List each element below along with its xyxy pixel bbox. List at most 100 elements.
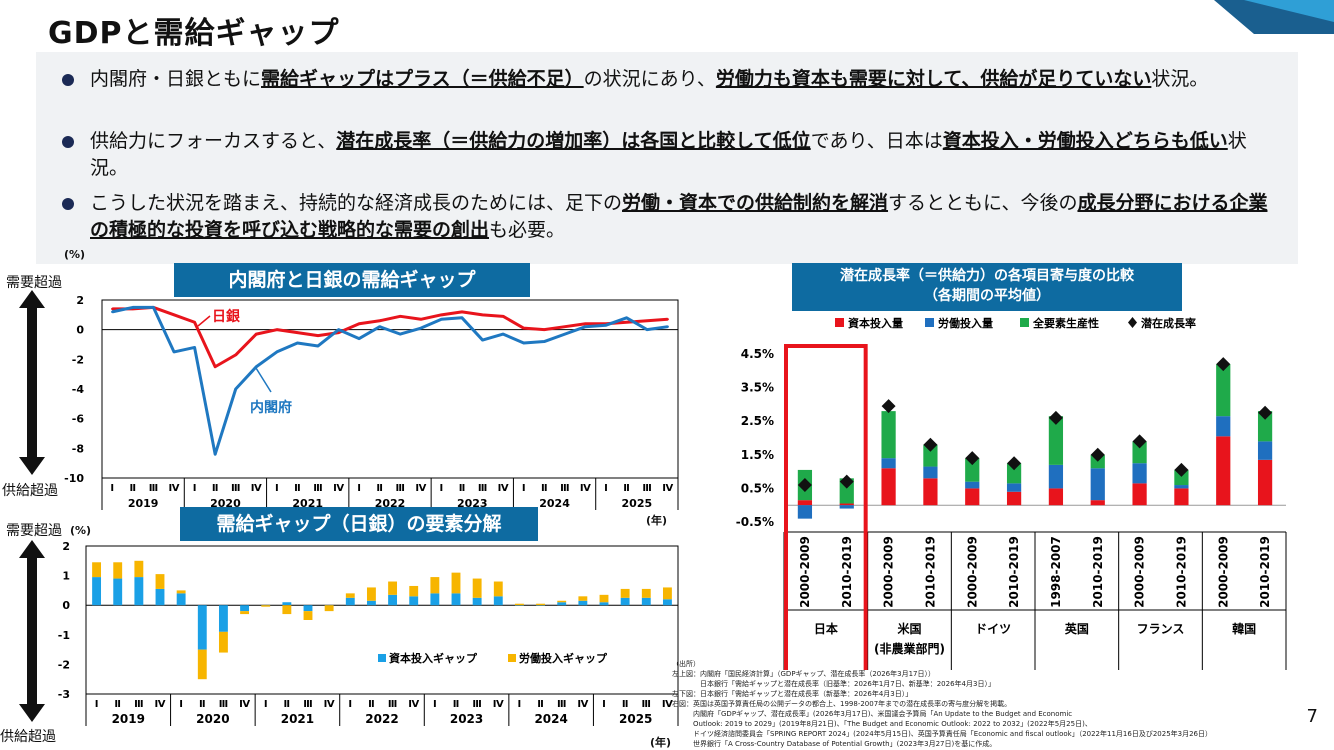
labor-gap-bar	[557, 600, 567, 603]
labor-gap-bar	[303, 611, 313, 620]
source-note-line: ドイツ経済諮問委員会「SPRING REPORT 2024」(2024年5月15…	[672, 730, 1213, 738]
labor-gap-bar	[536, 603, 546, 606]
period-tick-label: 2000-2009	[882, 536, 896, 608]
capital-bar	[1257, 459, 1273, 506]
quarter-tick-label: Ⅱ	[368, 699, 375, 710]
series-line-boj	[112, 305, 668, 369]
data-point	[460, 310, 464, 314]
capital-gap-bar	[599, 602, 609, 606]
data-point	[399, 332, 402, 336]
country-label: ドイツ	[975, 622, 1011, 636]
bullet-dot-icon	[62, 74, 74, 86]
year-tick-label: 2022	[365, 712, 398, 726]
quarter-tick-label: Ⅳ	[662, 699, 673, 710]
source-note-line: 左上図：内閣府「国民経済計算」（GDPギャップ、潜在成長率（2026年3月17日…	[672, 670, 935, 678]
quarter-tick-label: Ⅱ	[537, 699, 544, 710]
quarter-tick-label: Ⅲ	[557, 699, 566, 710]
year-tick-label: 2020	[196, 712, 229, 726]
capital-gap-bar	[641, 597, 651, 606]
quarter-tick-label: Ⅱ	[622, 699, 629, 710]
quarter-tick-label: Ⅳ	[239, 699, 250, 710]
y-tick-label: -1	[58, 629, 70, 642]
period-tick-label: 2010-2019	[840, 536, 854, 608]
y-tick-label: 1	[62, 570, 70, 583]
potential-growth-marker	[1216, 357, 1231, 372]
labor-gap-bar	[578, 596, 588, 601]
quarter-tick-label: Ⅲ	[219, 699, 228, 710]
potential-growth-marker	[1132, 434, 1147, 449]
labor-gap-bar	[134, 560, 144, 578]
labor-gap-bar	[641, 588, 651, 598]
capital-gap-bar	[282, 602, 292, 606]
y-tick-label: -0.5%	[736, 515, 774, 529]
data-point	[481, 313, 484, 317]
capital-bar	[839, 503, 854, 506]
quarter-tick-label: Ⅰ	[433, 699, 437, 710]
period-tick-label: 1998-2007	[1049, 536, 1063, 608]
quarter-tick-label: Ⅲ	[560, 483, 569, 494]
y-tick-label: 0	[76, 324, 84, 337]
quarter-tick-label: Ⅰ	[110, 483, 114, 494]
quarter-tick-label: Ⅳ	[498, 483, 509, 494]
tfp-bar	[923, 444, 938, 467]
labor-gap-bar	[599, 594, 609, 603]
supply-excess-label-2: 供給超過	[0, 729, 56, 745]
potential-growth-marker	[797, 478, 812, 493]
legend-diamond-icon	[1128, 317, 1137, 328]
bullet-segment: こうした状況を踏まえ、持続的な経済成長のためには、足下の	[90, 192, 623, 214]
country-label: 日本	[814, 621, 838, 636]
potential-growth-marker	[1007, 456, 1022, 471]
tfp-bar	[1257, 411, 1273, 442]
data-point	[111, 307, 114, 311]
legend-swatch-1	[925, 318, 934, 327]
potential-growth-marker	[1174, 462, 1189, 477]
double-arrow-icon	[19, 540, 45, 722]
data-point	[563, 332, 567, 336]
capital-bar	[1048, 488, 1064, 506]
capital-gap-bar	[662, 599, 672, 606]
quarter-tick-label: Ⅰ	[348, 699, 352, 710]
quarter-tick-label: Ⅰ	[179, 699, 183, 710]
chart2-xlabel: (年)	[650, 736, 672, 749]
quarter-tick-label: Ⅱ	[212, 483, 219, 494]
legend-swatch-labor-gap	[508, 654, 516, 662]
capital-gap-bar	[472, 597, 482, 606]
data-point	[645, 319, 649, 322]
data-point	[625, 321, 628, 324]
labor-gap-bar	[472, 578, 482, 598]
capital-gap-bar	[197, 605, 207, 650]
summary-bullet-3: こうした状況を踏まえ、持続的な経済成長のためには、足下の労働・資本での供給制約を…	[62, 190, 1272, 244]
data-point	[584, 322, 587, 325]
y-tick-label: -2	[72, 353, 84, 366]
source-note-line: 日本銀行「需給ギャップと潜在成長率（旧基準：2026年1月7日、新基準：2026…	[672, 680, 995, 688]
capital-gap-bar	[345, 597, 355, 606]
quarter-tick-label: Ⅲ	[642, 483, 651, 494]
quarter-tick-label: Ⅳ	[169, 483, 180, 494]
country-label: フランス	[1137, 622, 1185, 636]
capital-bar	[1006, 491, 1022, 506]
year-tick-label: 2024	[539, 497, 570, 510]
quarter-tick-label: Ⅱ	[376, 483, 383, 494]
year-tick-label: 2021	[281, 712, 314, 726]
quarter-tick-label: Ⅲ	[303, 699, 312, 710]
period-tick-label: 2000-2009	[965, 536, 979, 608]
data-point	[152, 306, 155, 309]
y-tick-label: -6	[72, 413, 85, 426]
quarter-tick-label: Ⅰ	[602, 699, 606, 710]
y-tick-label: -10	[64, 472, 84, 485]
data-point	[234, 387, 237, 391]
data-point	[213, 453, 217, 456]
demand-excess-label-1: 需要超過	[6, 275, 62, 291]
data-point	[337, 328, 340, 331]
labor-gap-bar	[282, 605, 292, 615]
data-point	[543, 340, 546, 343]
legend-label-capital-gap: 資本投入ギャップ	[389, 651, 478, 665]
data-point	[645, 328, 649, 331]
data-point	[440, 318, 443, 321]
emphasis-text: 需給ギャップはプラス（＝供給不足）	[261, 68, 584, 90]
capital-bar	[1216, 436, 1231, 506]
tfp-bar	[1048, 416, 1064, 465]
labor-bar	[923, 466, 938, 479]
legend-label: 資本投入量	[848, 316, 903, 330]
